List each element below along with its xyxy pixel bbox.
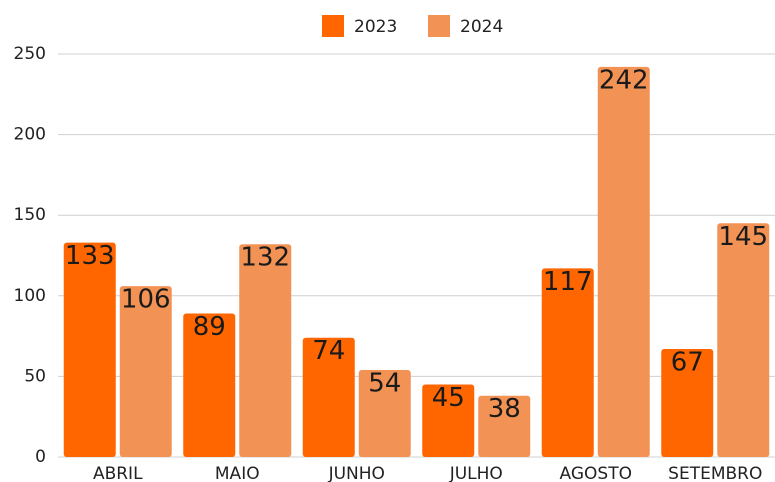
value-label: 242 bbox=[599, 65, 649, 95]
x-tick-label: AGOSTO bbox=[560, 464, 632, 482]
y-tick-label: 200 bbox=[14, 125, 46, 145]
value-label: 74 bbox=[312, 336, 345, 366]
bar bbox=[239, 244, 292, 457]
bar bbox=[422, 384, 475, 457]
y-tick-label: 50 bbox=[24, 366, 46, 386]
value-label: 117 bbox=[543, 267, 593, 297]
x-tick-label: JUNHO bbox=[328, 464, 385, 482]
x-tick-label: MAIO bbox=[215, 464, 260, 482]
value-label: 67 bbox=[671, 347, 704, 377]
y-tick-label: 250 bbox=[14, 44, 46, 64]
value-label: 132 bbox=[240, 243, 290, 273]
x-tick-label: JULHO bbox=[449, 464, 503, 482]
legend-swatch bbox=[322, 15, 344, 37]
bar bbox=[478, 395, 531, 457]
y-tick-label: 0 bbox=[35, 447, 46, 467]
bar bbox=[717, 223, 770, 457]
bar bbox=[597, 66, 650, 458]
value-label: 89 bbox=[193, 312, 226, 342]
bar bbox=[63, 242, 116, 457]
x-tick-label: ABRIL bbox=[93, 464, 143, 482]
bar bbox=[302, 337, 355, 457]
x-tick-label: SETEMBRO bbox=[668, 464, 762, 482]
value-label: 45 bbox=[432, 383, 465, 413]
legend-swatch bbox=[428, 15, 450, 37]
bar bbox=[541, 268, 594, 457]
y-tick-label: 100 bbox=[14, 286, 46, 306]
y-tick-label: 150 bbox=[14, 205, 46, 225]
legend-label: 2024 bbox=[460, 17, 503, 37]
value-label: 145 bbox=[718, 222, 768, 252]
value-label: 54 bbox=[368, 368, 401, 398]
legend-label: 2023 bbox=[354, 17, 397, 37]
value-label: 38 bbox=[488, 394, 521, 424]
bar bbox=[661, 348, 714, 457]
value-label: 106 bbox=[121, 285, 171, 315]
bar bbox=[119, 286, 172, 457]
bar bbox=[183, 313, 236, 457]
bar bbox=[358, 369, 411, 457]
value-label: 133 bbox=[65, 241, 115, 271]
